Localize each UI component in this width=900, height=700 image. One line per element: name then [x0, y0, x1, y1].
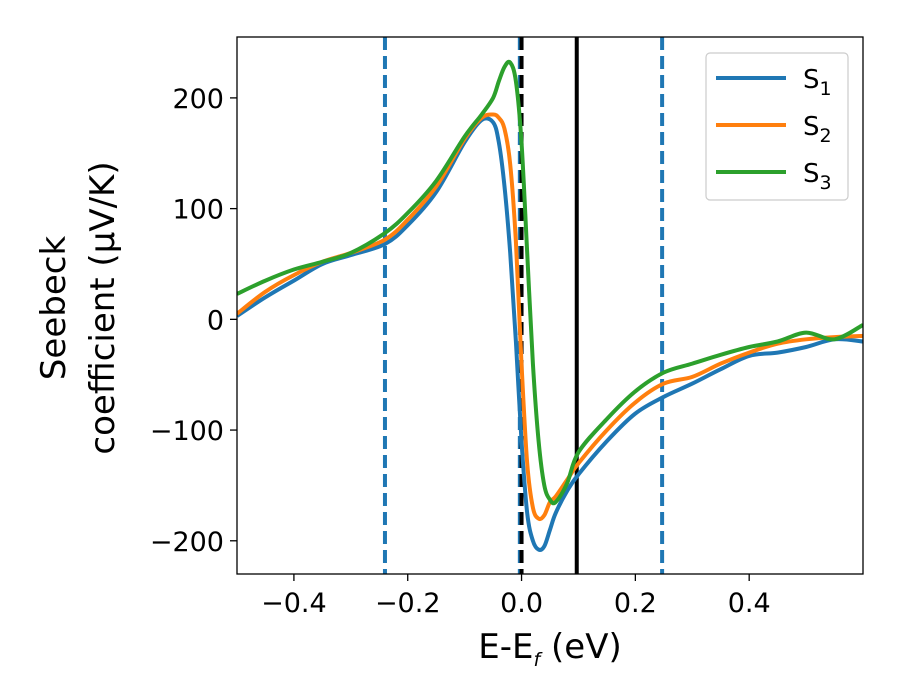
- legend-label-3: S3: [803, 159, 832, 194]
- series-line-3: [237, 59, 863, 506]
- y-tick-label: 0: [207, 305, 224, 336]
- x-tick-label: −0.4: [261, 588, 327, 619]
- plot-frame: [236, 36, 864, 575]
- y-axis-label: Seebeck coefficient (μV/K): [34, 161, 123, 454]
- x-axis-label: E-Ef (eV): [478, 627, 621, 671]
- y-tick-label: −200: [150, 527, 224, 558]
- y-tick-label: −100: [150, 416, 224, 447]
- x-axis-label-main: E-E: [478, 627, 533, 667]
- x-axis-label-sub: f: [534, 649, 544, 671]
- y-tick-label: 200: [172, 84, 224, 115]
- legend-label-1: S1: [803, 65, 832, 100]
- x-tick-label: −0.2: [375, 588, 441, 619]
- series-layer: [237, 59, 863, 552]
- legend: S1 S2 S3: [705, 52, 849, 201]
- x-tick-label: 0.4: [728, 588, 771, 619]
- axis-ticks: −0.4 −0.2 0.0 0.2 0.4 −200 −100 0 100 200: [150, 84, 771, 619]
- y-tick-label: 100: [172, 195, 224, 226]
- x-axis-label-rest: (eV): [540, 627, 622, 667]
- legend-label-2: S2: [803, 112, 832, 147]
- series-line-1: [237, 116, 863, 552]
- x-tick-label: 0.0: [500, 588, 543, 619]
- y-axis-label-line2: coefficient (μV/K): [83, 161, 123, 454]
- series-line-2: [237, 112, 863, 522]
- y-axis-label-line1: Seebeck: [34, 236, 74, 381]
- x-tick-label: 0.2: [614, 588, 657, 619]
